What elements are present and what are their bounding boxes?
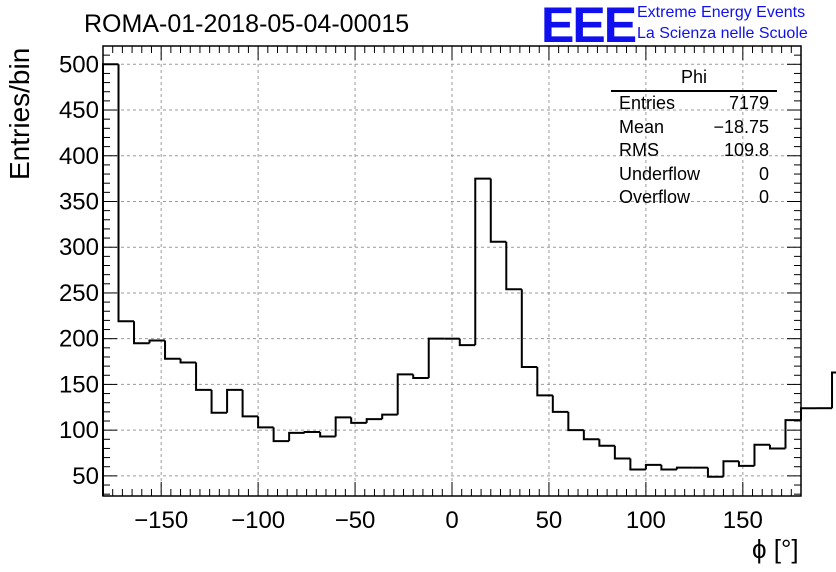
histogram-bin	[536, 367, 553, 397]
histogram-bin	[396, 373, 414, 415]
histogram-bin	[784, 419, 801, 449]
stats-value: −18.75	[713, 116, 769, 137]
histogram-bin	[381, 413, 398, 420]
histogram-bin	[117, 64, 135, 323]
histogram-bin	[768, 444, 786, 450]
y-tick-label: 500	[59, 51, 99, 78]
histogram-bin	[412, 374, 429, 380]
histogram-bin	[644, 463, 662, 470]
logo-line-1: Extreme Energy Events	[637, 4, 806, 21]
histogram-bin	[582, 430, 600, 441]
histogram-bin	[660, 464, 677, 471]
histogram-bin	[458, 338, 476, 347]
histogram-bin	[675, 466, 693, 470]
histogram-bin	[629, 458, 646, 471]
histogram-bin	[567, 411, 584, 432]
y-tick-label: 300	[59, 234, 99, 261]
chart-title: ROMA-01-2018-05-04-00015	[84, 10, 410, 38]
stats-box: Phi Entries 7179 Mean −18.75 RMS 109.8 U…	[611, 66, 777, 210]
x-tick-label: 150	[723, 507, 763, 534]
histogram-bin	[195, 362, 212, 391]
x-tick-label: 0	[445, 507, 458, 534]
histogram-bin	[288, 431, 305, 442]
stats-label: Overflow	[619, 187, 691, 207]
y-tick-label: 450	[59, 97, 99, 124]
histogram-bin	[365, 418, 383, 423]
histogram-bin	[551, 395, 569, 413]
histogram-bin	[257, 416, 274, 429]
histogram-bin	[319, 431, 336, 438]
x-tick-label: 100	[626, 507, 666, 534]
stats-value: 109.8	[723, 140, 769, 160]
y-tick-label: 100	[59, 417, 99, 444]
logo-line-2: La Scienza nelle Scuole	[637, 25, 808, 42]
y-tick-label: 150	[59, 371, 99, 398]
stats-value: 7179	[728, 93, 769, 113]
histogram-bin	[722, 460, 739, 477]
histogram-bin	[831, 371, 836, 409]
histogram-bin	[133, 321, 150, 345]
x-tick-label: −100	[231, 507, 285, 534]
y-tick-label: 400	[59, 143, 99, 170]
histogram-bin	[753, 443, 770, 466]
stats-label: Underflow	[619, 163, 701, 184]
histogram-bin	[303, 430, 321, 433]
histogram-bin	[148, 339, 166, 344]
histogram-bin	[598, 439, 615, 447]
histogram-bin	[241, 389, 259, 418]
stats-label: RMS	[619, 140, 659, 160]
x-axis-label: ϕ [°]	[752, 534, 799, 564]
stats-row: Underflow 0	[611, 163, 777, 187]
histogram-bin	[613, 445, 631, 460]
histogram-bin	[737, 461, 755, 467]
y-tick-label: 250	[59, 280, 99, 307]
stats-row: Mean −18.75	[611, 116, 777, 140]
histogram-bin	[474, 177, 491, 346]
histogram-bin	[427, 337, 445, 379]
histogram-bin	[102, 63, 119, 496]
y-tick-label: 350	[59, 188, 99, 215]
histogram-bin	[706, 467, 724, 478]
histogram-bin	[179, 358, 197, 364]
stats-row: Overflow 0	[611, 186, 777, 210]
histogram-bin	[505, 241, 522, 291]
histogram-bin	[226, 388, 243, 413]
y-axis-label: Entries/bin	[4, 47, 35, 180]
histogram-bin	[210, 389, 228, 414]
stats-value: 0	[758, 187, 769, 207]
stats-title: Phi	[611, 66, 777, 92]
histogram-bin	[800, 407, 817, 421]
histogram-bin	[164, 340, 181, 360]
grid-lines	[103, 46, 801, 496]
eee-logo: EEE	[541, 0, 637, 53]
histogram-bin	[334, 416, 352, 437]
stats-value: 0	[758, 163, 769, 184]
y-tick-label: 200	[59, 326, 99, 353]
stats-label: Mean	[619, 116, 665, 137]
axes: −150 −100 −50 0 50 100 150 50 100 150 200 250 300 350…	[59, 45, 802, 534]
histogram-bin	[489, 178, 507, 243]
histogram-bin	[272, 427, 290, 443]
histogram-bin	[350, 417, 367, 424]
y-tick-label: 50	[72, 463, 99, 490]
x-tick-label: −150	[134, 507, 188, 534]
x-tick-label: 50	[536, 507, 563, 534]
x-tick-label: −50	[335, 507, 376, 534]
stats-label: Entries	[619, 93, 676, 113]
histogram-bin	[520, 289, 538, 369]
stats-row: RMS 109.8	[611, 139, 777, 163]
stats-row: Entries 7179	[611, 92, 777, 116]
